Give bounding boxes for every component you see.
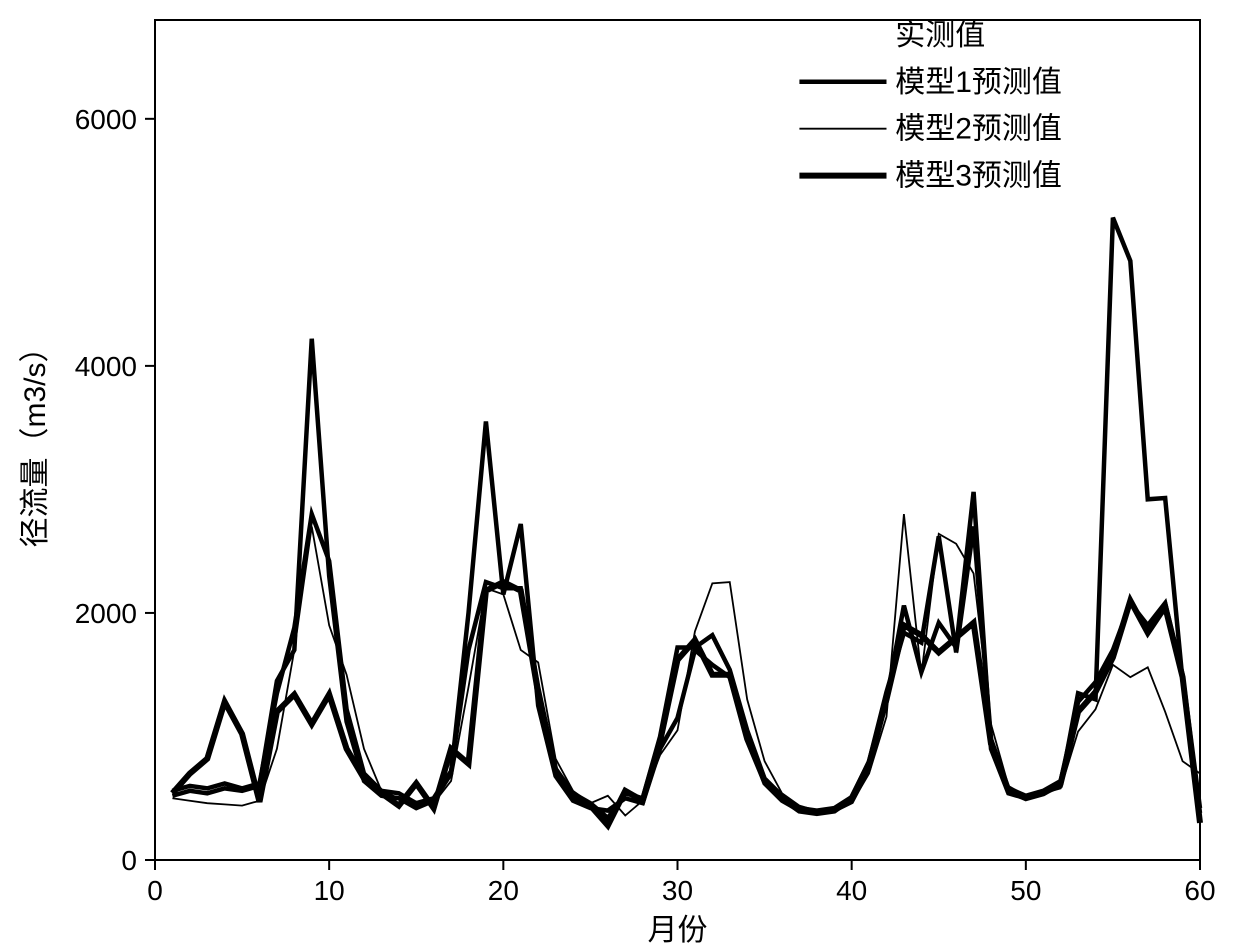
xtick-label: 30 — [662, 875, 693, 906]
runoff-chart: 0 10 20 30 40 50 60 0 2000 4000 6000 月份 径流量（m3/s） 实测值… — [0, 0, 1240, 952]
series-model1 — [172, 514, 1200, 818]
legend-label: 模型2预测值 — [895, 113, 1062, 146]
xtick-label: 20 — [488, 875, 519, 906]
y-axis-label: 径流量（m3/s） — [19, 332, 52, 547]
ytick-label: 2000 — [75, 598, 137, 629]
chart-svg: 0 10 20 30 40 50 60 0 2000 4000 6000 月份 径流量（m3/s） 实测值… — [0, 0, 1240, 952]
ytick-label: 4000 — [75, 351, 137, 382]
xtick-label: 0 — [147, 875, 163, 906]
ytick-label: 6000 — [75, 104, 137, 135]
ytick-label: 0 — [121, 845, 137, 876]
plot-frame — [155, 20, 1200, 860]
xtick-label: 60 — [1184, 875, 1215, 906]
legend-label: 实测值 — [895, 19, 985, 52]
legend-label: 模型1预测值 — [895, 66, 1062, 99]
legend-label: 模型3预测值 — [895, 160, 1062, 193]
series-model3 — [172, 582, 1200, 825]
x-axis-label: 月份 — [648, 914, 708, 947]
series-measured — [172, 218, 1200, 813]
xtick-label: 50 — [1010, 875, 1041, 906]
xtick-label: 10 — [314, 875, 345, 906]
xtick-label: 40 — [836, 875, 867, 906]
